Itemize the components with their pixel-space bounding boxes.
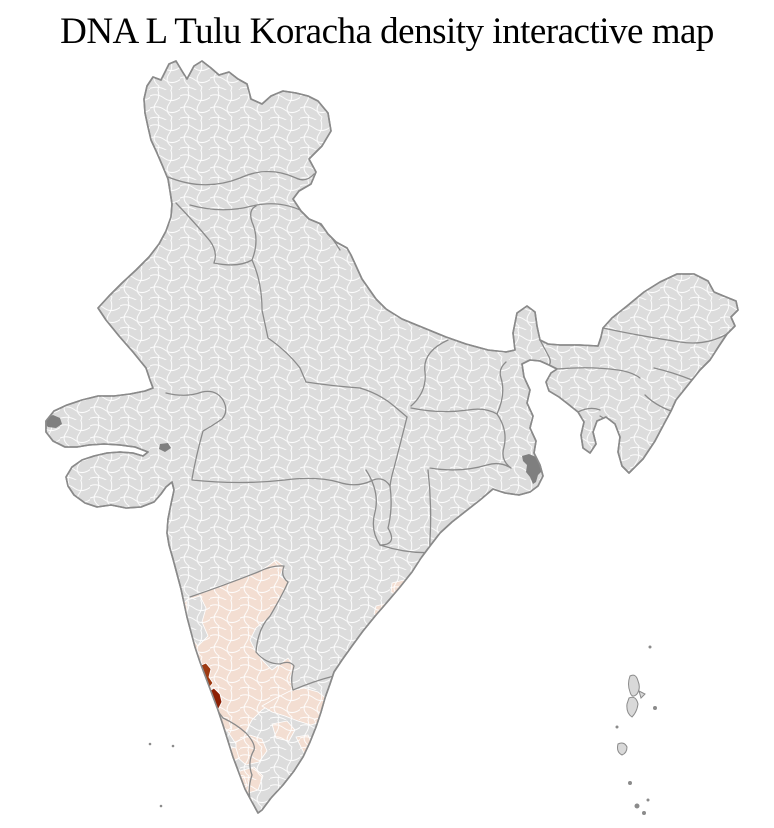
- state-borders: [165, 170, 728, 813]
- andaman-nicobar-islands[interactable]: [615, 645, 658, 816]
- map-title: DNA L Tulu Koracha density interactive m…: [60, 11, 714, 52]
- little-rann-marsh: [159, 443, 171, 452]
- country-outline: [45, 60, 739, 814]
- lakshadweep-islands[interactable]: [148, 742, 175, 808]
